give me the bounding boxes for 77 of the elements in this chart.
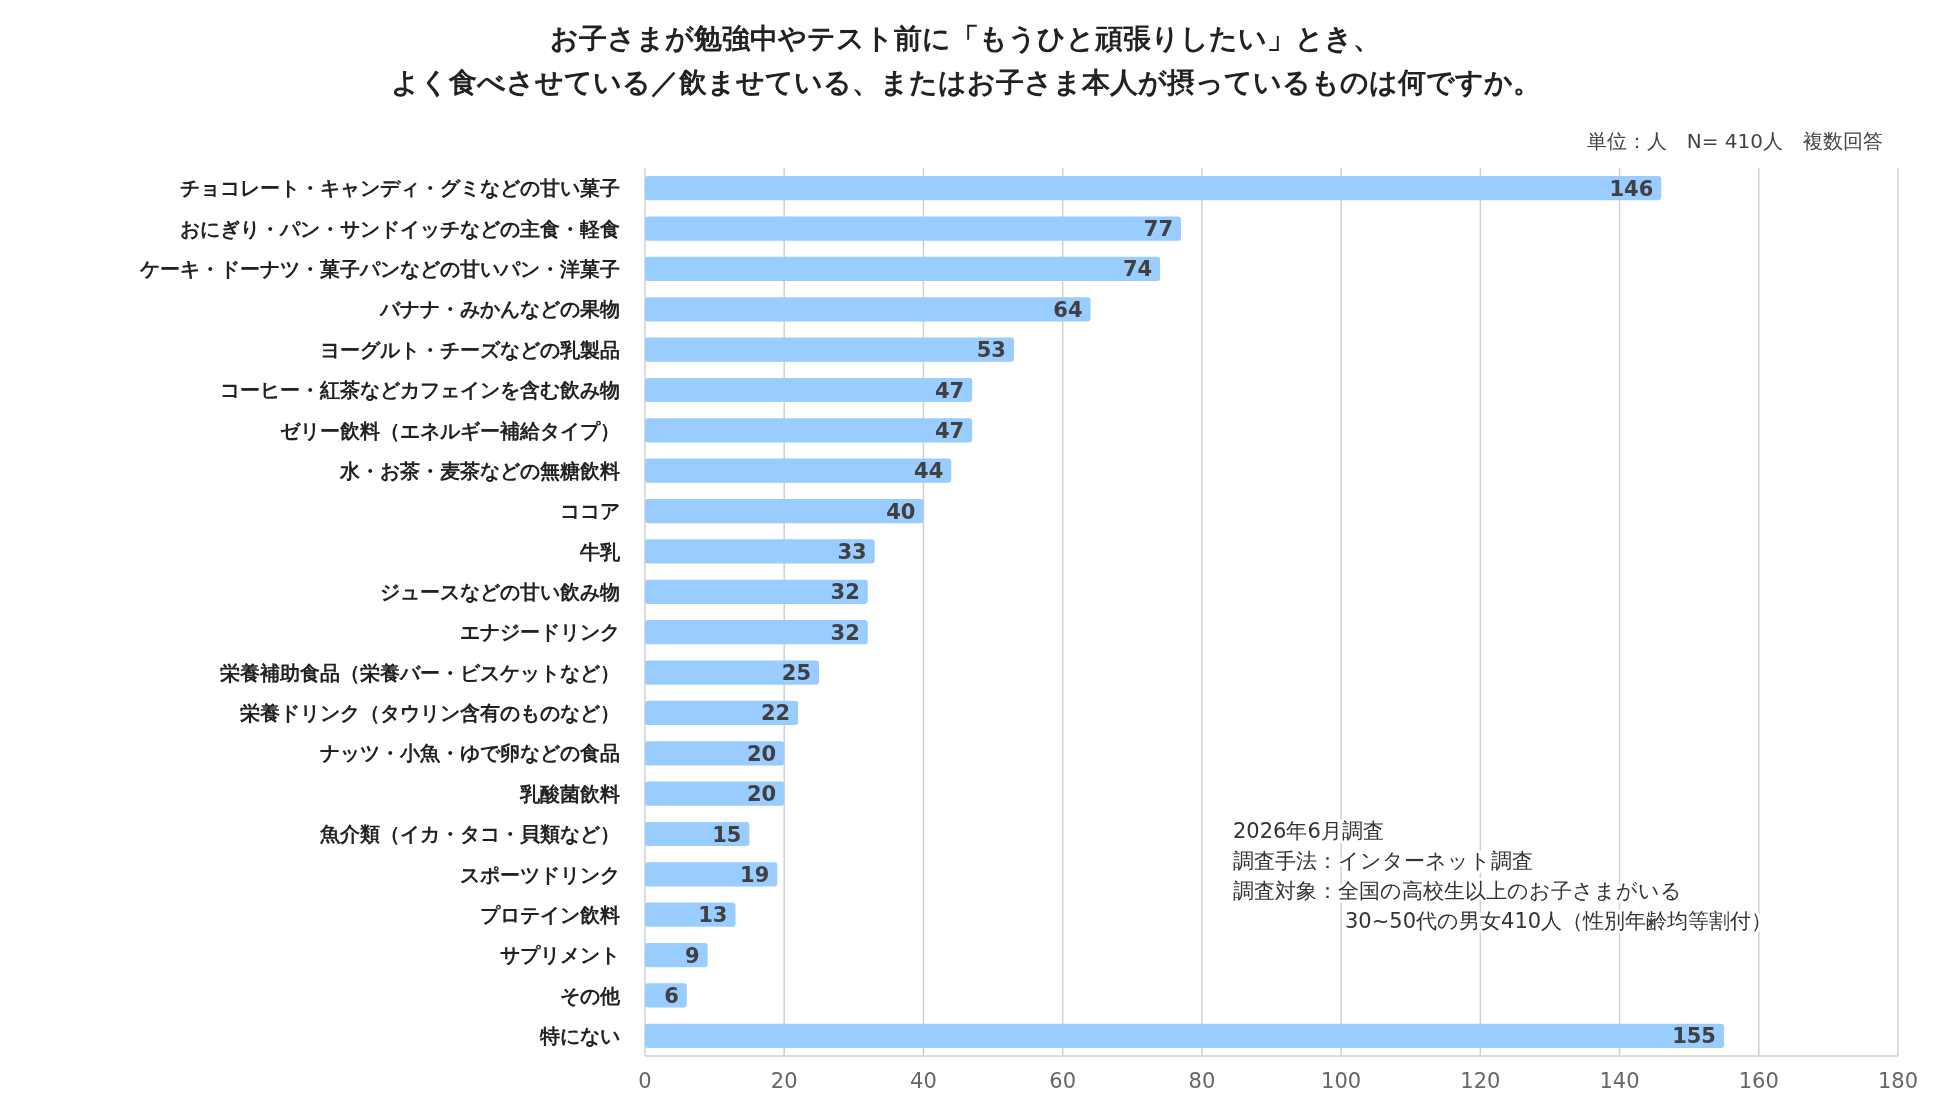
y-tick-label: ジュースなどの甘い飲み物 bbox=[380, 580, 620, 605]
bar bbox=[645, 297, 1091, 322]
chart-title: お子さまが勉強中やテスト前に「もうひと頑張りしたい」とき、よく食べさせている／飲ませている、またはお子さま本人が摂っているものは何ですか。 bbox=[390, 22, 1541, 99]
y-tick-label: コーヒー・紅茶などカフェインを含む飲み物 bbox=[220, 378, 620, 403]
y-tick-label: 牛乳 bbox=[579, 539, 621, 564]
y-tick-label: ケーキ・ドーナツ・菓子パンなどの甘いパン・洋菓子 bbox=[139, 257, 620, 282]
chart-subtitle: 単位：人 N= 410人 複数回答 bbox=[1586, 129, 1883, 153]
data-label: 47 bbox=[934, 418, 965, 443]
x-tick-label: 100 bbox=[1321, 1069, 1362, 1093]
data-label: 47 bbox=[934, 378, 965, 403]
annotation: 2026年6月調査 bbox=[1233, 819, 1384, 843]
y-tick-label: チョコレート・キャンディ・グミなどの甘い菓子 bbox=[180, 176, 620, 201]
y-tick-label: 水・お茶・麦茶などの無糖飲料 bbox=[339, 458, 620, 483]
x-tick-label: 40 bbox=[910, 1069, 937, 1093]
bar bbox=[645, 539, 875, 564]
x-tick-label: 140 bbox=[1599, 1069, 1640, 1093]
bar bbox=[645, 660, 820, 685]
y-tick-label: エナジードリンク bbox=[460, 620, 620, 645]
data-label: 44 bbox=[914, 459, 944, 484]
x-tick-label: 160 bbox=[1738, 1069, 1779, 1093]
x-tick-label: 120 bbox=[1460, 1069, 1501, 1093]
y-tick-label: 乳酸菌飲料 bbox=[519, 781, 620, 806]
data-label: 77 bbox=[1143, 217, 1174, 242]
y-tick-label: ゼリー飲料（エネルギー補給タイプ） bbox=[280, 418, 620, 443]
data-label: 155 bbox=[1672, 1024, 1716, 1049]
y-tick-label: 栄養ドリンク（タウリン含有のものなど） bbox=[240, 701, 620, 726]
data-label: 74 bbox=[1122, 257, 1153, 282]
data-label: 9 bbox=[685, 943, 700, 968]
data-label: 32 bbox=[830, 580, 860, 605]
bar bbox=[645, 458, 952, 483]
y-tick-label: サプリメント bbox=[500, 943, 620, 968]
bar bbox=[645, 256, 1161, 282]
bar bbox=[645, 337, 1014, 362]
x-tick-label: 60 bbox=[1049, 1069, 1077, 1093]
data-label: 25 bbox=[781, 661, 812, 686]
data-label: 40 bbox=[886, 499, 916, 524]
bar bbox=[645, 377, 973, 403]
annotation: 調査手法：インターネット調査 bbox=[1233, 849, 1533, 873]
y-tick-label: 特にない bbox=[539, 1024, 620, 1049]
y-tick-label: バナナ・みかんなどの果物 bbox=[379, 297, 620, 322]
bar bbox=[645, 498, 924, 524]
data-label: 19 bbox=[740, 862, 770, 887]
x-tick-label: 80 bbox=[1188, 1069, 1216, 1093]
bar bbox=[645, 781, 785, 806]
y-tick-label: ココア bbox=[560, 499, 620, 524]
y-tick-label: ヨーグルト・チーズなどの乳製品 bbox=[320, 337, 620, 362]
y-tick-label: 栄養補助食品（栄養バー・ビスケットなど） bbox=[220, 660, 620, 685]
bar bbox=[645, 1023, 1724, 1048]
bar bbox=[645, 862, 778, 887]
data-label: 13 bbox=[698, 903, 728, 928]
data-label: 20 bbox=[746, 782, 777, 807]
data-label: 6 bbox=[664, 984, 679, 1009]
data-label: 33 bbox=[837, 540, 867, 565]
y-tick-label: おにぎり・パン・サンドイッチなどの主食・軽食 bbox=[180, 216, 620, 241]
data-label: 22 bbox=[760, 701, 791, 726]
y-tick-label: スポーツドリンク bbox=[460, 862, 620, 887]
data-label: 53 bbox=[976, 338, 1006, 363]
y-tick-label: 魚介類（イカ・タコ・貝類など） bbox=[319, 822, 620, 847]
data-label: 64 bbox=[1053, 297, 1083, 322]
bar bbox=[645, 741, 785, 766]
bar bbox=[645, 700, 799, 726]
bar bbox=[645, 418, 973, 443]
data-label: 32 bbox=[830, 620, 860, 645]
annotation: 調査対象：全国の高校生以上のお子さまがいる 30~50代の男女410人（性別年齢均等割付） bbox=[1233, 879, 1773, 933]
bar bbox=[645, 579, 868, 604]
bar bbox=[645, 620, 868, 645]
x-tick-label: 180 bbox=[1877, 1069, 1919, 1093]
data-label: 20 bbox=[746, 741, 777, 766]
x-tick-label: 0 bbox=[638, 1069, 652, 1093]
data-label: 15 bbox=[712, 822, 742, 847]
y-tick-label: その他 bbox=[560, 983, 621, 1008]
data-label: 146 bbox=[1609, 176, 1654, 201]
bar bbox=[645, 216, 1182, 241]
y-tick-label: ナッツ・小魚・ゆで卵などの食品 bbox=[320, 741, 620, 766]
x-tick-label: 20 bbox=[770, 1069, 798, 1093]
y-tick-label: プロテイン飲料 bbox=[480, 902, 620, 927]
bar bbox=[645, 176, 1662, 201]
